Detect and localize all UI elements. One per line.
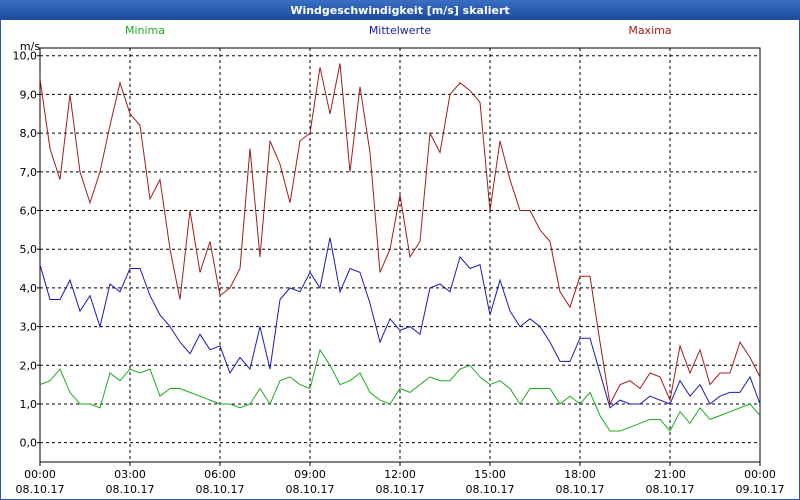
title-bar: [0, 0, 800, 20]
x-tick-label: 03:00: [114, 468, 146, 481]
y-tick-label: 8,0: [20, 127, 38, 140]
x-tick-label: 06:00: [204, 468, 236, 481]
x-tick-date: 08.10.17: [376, 483, 425, 496]
y-tick-label: 4,0: [20, 282, 38, 295]
y-tick-label: 7,0: [20, 166, 38, 179]
x-tick-label: 12:00: [384, 468, 416, 481]
x-tick-date: 08.10.17: [646, 483, 695, 496]
series-line: [39, 348, 761, 432]
legend-entry: Maxima: [628, 24, 671, 37]
x-tick-label: 00:00: [24, 468, 56, 481]
x-tick-date: 08.10.17: [106, 483, 155, 496]
x-tick-date: 08.10.17: [556, 483, 605, 496]
series-line: [39, 237, 761, 409]
legend-entry: Mittelwerte: [369, 24, 432, 37]
x-tick-date: 08.10.17: [196, 483, 245, 496]
chart-title: Windgeschwindigkeit [m/s] skaliert: [290, 4, 509, 17]
y-axis-unit: m/s: [20, 40, 40, 53]
x-tick-label: 21:00: [654, 468, 686, 481]
series-line: [39, 63, 761, 406]
x-tick-date: 08.10.17: [466, 483, 515, 496]
x-tick-label: 09:00: [294, 468, 326, 481]
x-tick-date: 08.10.17: [286, 483, 335, 496]
y-tick-label: 6,0: [20, 205, 38, 218]
plot-area: 0,0 1,0 2,0 3,0 4,0 5,0 6,0 7,0 8,0 9,0 10,0 00:00 0…: [13, 47, 785, 496]
x-tick-label: 00:00: [744, 468, 776, 481]
y-tick-label: 5,0: [20, 243, 38, 256]
y-tick-label: 10,0: [13, 50, 38, 63]
x-tick-date: 09.10.17: [736, 483, 785, 496]
y-tick-label: 2,0: [20, 359, 38, 372]
x-tick-label: 15:00: [474, 468, 506, 481]
legend-entry: Minima: [125, 24, 165, 37]
x-tick-date: 08.10.17: [16, 483, 65, 496]
y-tick-label: 1,0: [20, 398, 38, 411]
y-tick-label: 9,0: [20, 88, 38, 101]
y-tick-label: 3,0: [20, 321, 38, 334]
y-tick-label: 0,0: [20, 437, 38, 450]
x-tick-label: 18:00: [564, 468, 596, 481]
